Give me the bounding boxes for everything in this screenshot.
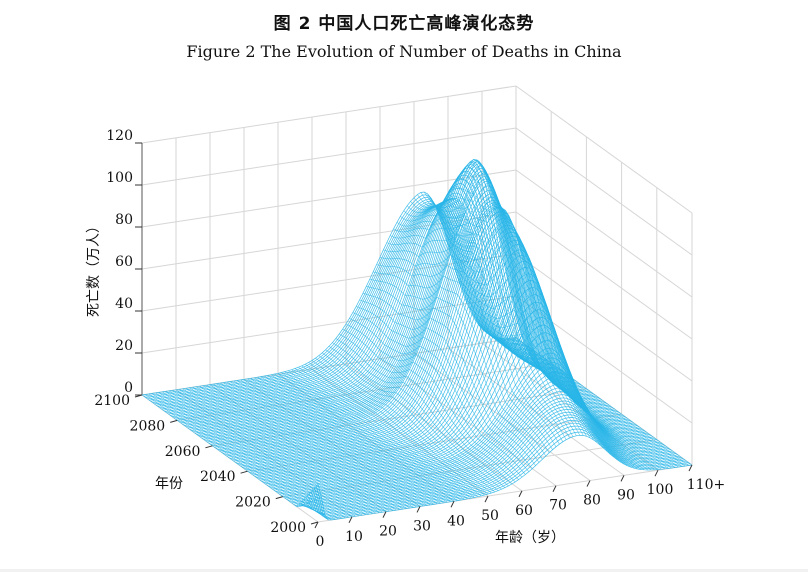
z-tick-label: 40 xyxy=(115,296,133,312)
z-tick-label: 120 xyxy=(106,128,133,144)
z-axis-label: 死亡数（万人） xyxy=(86,219,102,317)
figure-title-en: Figure 2 The Evolution of Number of Deat… xyxy=(186,42,622,61)
x-axis-label: 年龄（岁） xyxy=(495,530,565,546)
y-tick-label: 2040 xyxy=(200,469,236,485)
z-tick-label: 0 xyxy=(124,380,133,396)
z-tick-label: 80 xyxy=(115,212,133,228)
z-tick-label: 20 xyxy=(115,338,133,354)
x-tick-label: 0 xyxy=(316,534,325,550)
x-tick-label: 40 xyxy=(447,513,465,529)
x-tick-label: 80 xyxy=(583,493,601,509)
surface-plot xyxy=(141,159,693,521)
x-tick-label: 100 xyxy=(647,482,674,498)
y-tick-label: 2080 xyxy=(130,418,166,434)
y-tick-label: 2000 xyxy=(270,520,306,536)
x-tick-label: 50 xyxy=(481,508,499,524)
x-tick-label: 60 xyxy=(515,503,533,519)
y-tick-label: 2060 xyxy=(165,444,201,460)
y-axis-label: 年份 xyxy=(155,476,183,492)
x-tick-label: 90 xyxy=(617,487,635,503)
y-tick-label: 2100 xyxy=(94,393,130,409)
figure-title-cn: 图 2 中国人口死亡高峰演化态势 xyxy=(273,14,535,34)
bottom-scrollbar xyxy=(0,569,808,572)
x-tick-label: 20 xyxy=(379,524,397,540)
chart-ticks: 0 10 20 30 40 50 60 70 80 90 100 110+20002020204020… xyxy=(94,128,725,550)
x-tick-label: 30 xyxy=(413,518,431,534)
y-tick-label: 2020 xyxy=(235,495,271,511)
z-tick-label: 100 xyxy=(106,170,133,186)
x-tick-label: 10 xyxy=(345,529,363,545)
x-tick-label: 70 xyxy=(549,498,567,514)
x-tick-label: 110+ xyxy=(687,477,725,493)
z-tick-label: 60 xyxy=(115,254,133,270)
